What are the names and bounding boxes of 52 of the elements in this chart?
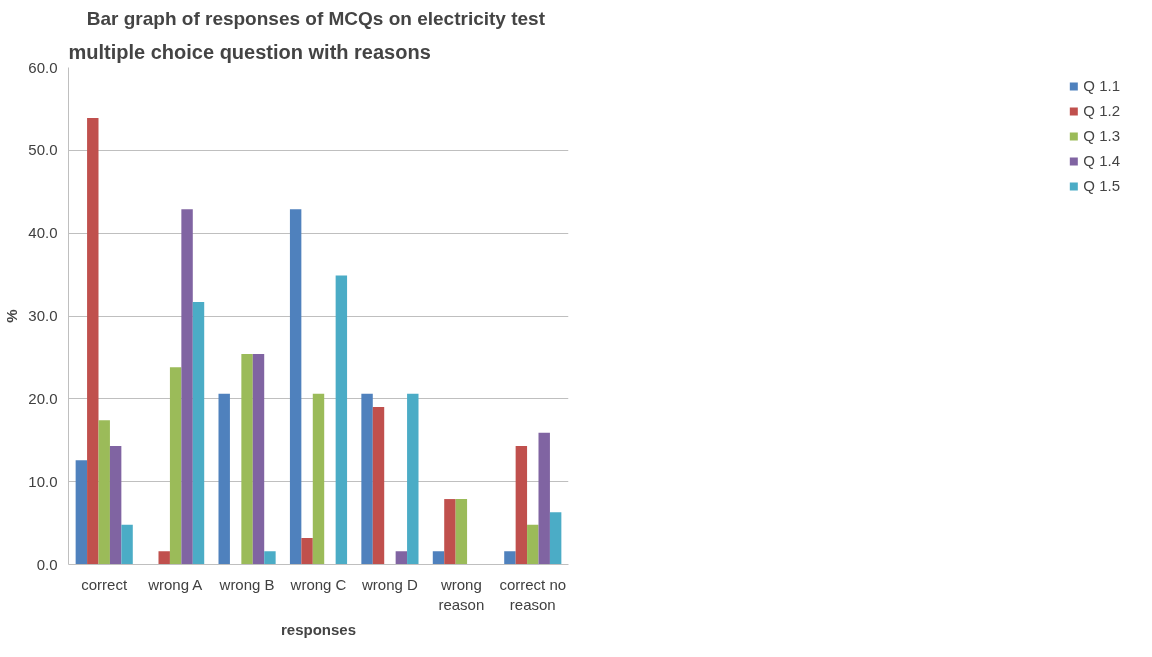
bar [312, 393, 325, 565]
bar [515, 446, 528, 565]
bar [109, 446, 122, 565]
bar [527, 524, 539, 565]
bar [455, 499, 468, 565]
y-tick-label: 60.0 [28, 58, 58, 76]
bar [252, 354, 265, 565]
bar [121, 524, 133, 565]
y-axis-title: % [3, 309, 21, 323]
bar [158, 551, 170, 565]
bar [264, 551, 276, 565]
bar [444, 499, 456, 565]
x-axis-title: responses [280, 620, 357, 638]
y-tick-label: 20.0 [28, 389, 58, 407]
bar [372, 407, 385, 565]
text: multiple choice question with reasons [68, 40, 431, 63]
legend-label: Q 1.4 [1083, 152, 1120, 169]
bar [98, 420, 110, 565]
chart-title: Bar graph of responses of MCQs on electricity test [86, 7, 546, 29]
bar [192, 301, 205, 565]
bar [407, 393, 419, 565]
y-tick-label: 30.0 [28, 307, 58, 324]
bar [549, 512, 562, 565]
bar [218, 393, 230, 565]
bar [289, 209, 302, 565]
bar [395, 551, 408, 565]
bar [169, 367, 182, 565]
x-tick-label: wrong B [218, 575, 275, 593]
bar [432, 551, 445, 565]
x-tick-label: correct [81, 575, 128, 593]
y-tick-label: 50.0 [28, 141, 58, 159]
bar [75, 460, 88, 565]
legend-label: Q 1.5 [1083, 177, 1120, 194]
bar [87, 118, 99, 565]
y-tick-label: 0.0 [36, 555, 58, 573]
x-tick-label: wrong reason [438, 575, 485, 613]
bar [301, 537, 313, 565]
x-tick-label: wrong D [361, 575, 419, 593]
x-tick-label: wrong A [147, 575, 203, 593]
bar [181, 209, 193, 565]
legend-label: Q 1.1 [1083, 77, 1120, 94]
bar [361, 393, 373, 565]
y-tick-label: 40.0 [28, 224, 58, 242]
bar [538, 432, 550, 565]
y-tick-label: 10.0 [28, 472, 58, 490]
bar [335, 275, 348, 565]
legend-label: Q 1.2 [1083, 102, 1120, 119]
x-tick-label: wrong C [289, 575, 347, 593]
legend-label: Q 1.3 [1083, 127, 1120, 144]
x-tick-label: correct no reason [499, 575, 567, 613]
bar [241, 354, 253, 565]
bar [504, 551, 516, 565]
